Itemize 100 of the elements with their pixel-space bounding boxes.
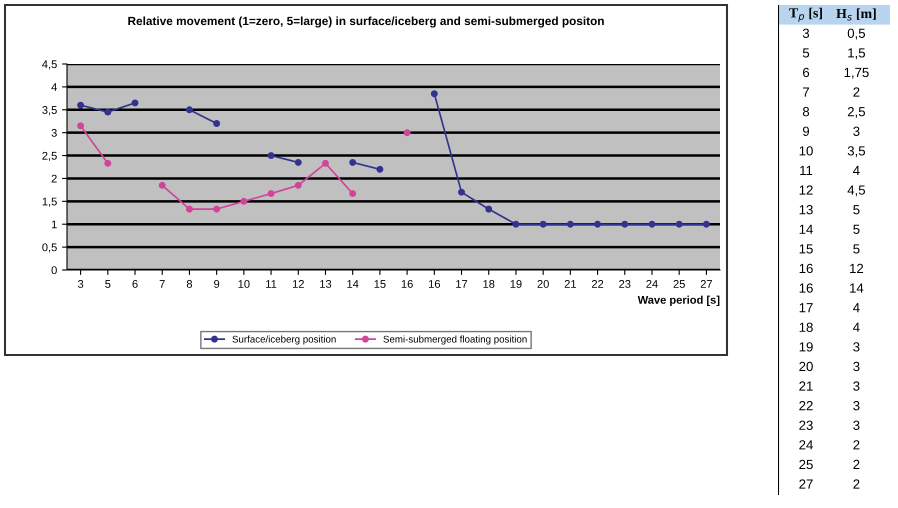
category-label: 27: [799, 479, 813, 489]
category-label: 5: [853, 244, 860, 254]
point: [621, 220, 628, 228]
x-tick-label: 10: [238, 280, 250, 288]
category-label: 19: [800, 342, 813, 352]
point: [213, 206, 220, 213]
point: [240, 198, 248, 205]
point: [77, 122, 84, 130]
text: 0,5: [848, 28, 866, 40]
category-label: 24: [799, 440, 813, 450]
text: 4,5: [848, 186, 866, 196]
x-tick-label: 23: [619, 280, 630, 288]
point: [294, 182, 302, 189]
category-label: 23: [799, 420, 813, 430]
point: [349, 190, 356, 198]
x-tick-label: 20: [538, 280, 549, 288]
text: 5: [802, 48, 810, 58]
category-label: 12: [850, 264, 864, 274]
text: 3: [853, 381, 860, 391]
x-tick-label: 12: [292, 280, 304, 288]
x-tick-label: 3: [78, 280, 84, 288]
text: 3,5: [848, 146, 866, 158]
text: 4: [853, 303, 860, 312]
text: 4: [853, 322, 860, 332]
text: 14: [800, 224, 813, 234]
y-tick-label: 3,5: [42, 106, 57, 116]
text: H$_{s}$ [m]: [836, 8, 876, 20]
category-label: 17: [800, 303, 813, 312]
text: 2,5: [848, 107, 866, 118]
y-tick-label: 4,5: [42, 60, 57, 70]
text: 12: [800, 185, 813, 195]
x-tick-label: 25: [674, 280, 685, 288]
text: 5: [853, 224, 860, 234]
point: [294, 158, 302, 166]
x-tick-label: 9: [214, 280, 220, 288]
y-tick-label: 3: [52, 128, 57, 137]
legend-label: Surface/iceberg position: [232, 335, 336, 345]
chart-title: Relative movement (1=zero, 5=large) in surface/iceberg and semi-submerged positon: [128, 16, 604, 28]
y-tick-label: 0: [52, 266, 57, 274]
x-tick-label: 24: [646, 280, 658, 288]
category-label: 3: [853, 420, 860, 430]
point: [458, 188, 465, 196]
x-tick-label: 6: [132, 280, 138, 288]
text: 2: [853, 460, 860, 470]
y-tick-label: 2: [52, 174, 57, 182]
text: 5: [853, 205, 860, 214]
point: [485, 206, 492, 213]
category-label: 9: [802, 126, 810, 136]
point: [104, 108, 112, 116]
category-label: 16: [800, 264, 813, 274]
x-tick-label: 21: [564, 280, 576, 288]
point: [268, 152, 275, 160]
text: 2: [853, 87, 860, 97]
y-tick-label: 0,5: [42, 243, 57, 253]
y-tick-label: 1,5: [42, 198, 57, 207]
point: [376, 166, 384, 173]
category-label: 13: [800, 205, 813, 214]
text: 3: [853, 126, 860, 136]
text: 3: [853, 342, 860, 352]
category-label: 20: [799, 362, 813, 372]
point: [540, 220, 547, 228]
point: [186, 206, 193, 213]
point: [648, 220, 656, 228]
text: 1,75: [844, 68, 869, 79]
y-tick-label: 1: [52, 220, 57, 228]
x-tick-label: 7: [160, 280, 165, 288]
point: [430, 90, 438, 98]
x-tick-label: 22: [592, 280, 604, 288]
x-axis-title: Wave period [s]: [638, 296, 720, 306]
x-tick-label: 8: [186, 280, 192, 288]
point: [186, 106, 193, 114]
x-tick-label: 13: [320, 280, 332, 288]
point: [702, 220, 710, 228]
point: [594, 220, 602, 228]
point: [158, 182, 166, 189]
category-label: 22: [799, 401, 813, 410]
text: 3: [853, 401, 860, 410]
category-label: 15: [800, 244, 813, 254]
text: 3: [853, 362, 860, 372]
point: [512, 220, 520, 228]
text: 4: [853, 166, 860, 176]
text: 1,5: [848, 48, 866, 60]
x-tick-label: 5: [105, 280, 110, 288]
point: [104, 160, 112, 167]
category-label: 18: [800, 322, 813, 332]
category-label: 6: [803, 68, 810, 78]
category-label: 8: [802, 107, 810, 116]
x-tick-label: 16: [402, 280, 413, 288]
point: [322, 160, 329, 167]
x-tick-label: 27: [700, 280, 712, 288]
text: 2: [853, 440, 860, 450]
point: [213, 120, 220, 127]
y-tick-label: 2,5: [42, 152, 57, 162]
category-label: 11: [800, 166, 812, 176]
x-tick-label: 17: [456, 280, 468, 288]
x-tick-label: 18: [483, 280, 494, 288]
point: [132, 99, 138, 106]
point: [77, 102, 84, 109]
category-label: 25: [799, 460, 813, 470]
point: [404, 129, 411, 136]
